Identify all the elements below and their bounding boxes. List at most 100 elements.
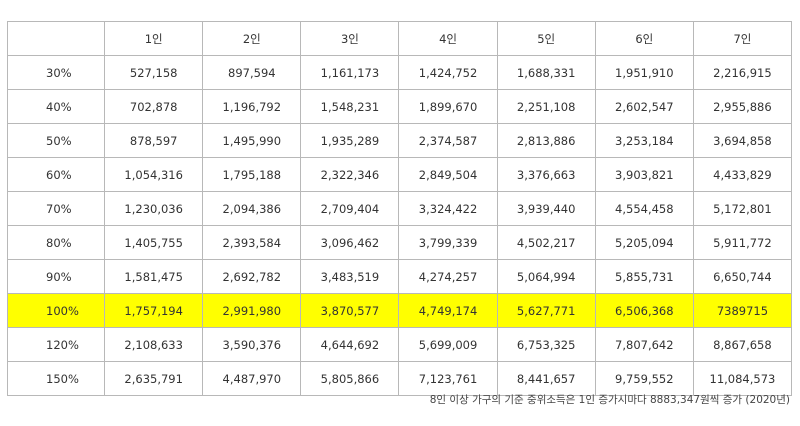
row-label: 70% <box>6 191 106 226</box>
table-cell: 6,650,744 <box>692 259 793 294</box>
table-cell: 3,694,858 <box>692 123 793 158</box>
table-cell: 2,094,386 <box>202 191 302 226</box>
table-cell: 1,951,910 <box>594 55 694 90</box>
table-cell: 4,749,174 <box>398 293 498 328</box>
table-cell: 3,483,519 <box>300 259 400 294</box>
table-cell: 6,506,368 <box>594 293 694 328</box>
table-row: 70% 1,230,036 2,094,386 2,709,404 3,324,422 3… <box>6 191 793 226</box>
table-cell: 2,108,633 <box>104 327 204 362</box>
table-cell: 4,274,257 <box>398 259 498 294</box>
column-header: 1인 <box>104 21 204 56</box>
header-row: 1인 2인 3인 4인 5인 6인 7인 <box>6 21 793 56</box>
table-cell: 8,867,658 <box>692 327 793 362</box>
table-cell: 527,158 <box>104 55 204 90</box>
table-cell: 4,502,217 <box>496 225 596 260</box>
column-header: 6인 <box>594 21 694 56</box>
corner-cell <box>6 21 106 56</box>
column-header: 3인 <box>300 21 400 56</box>
table-cell: 1,795,188 <box>202 157 302 192</box>
table-cell: 2,692,782 <box>202 259 302 294</box>
table-cell: 3,590,376 <box>202 327 302 362</box>
table-cell: 2,393,584 <box>202 225 302 260</box>
row-label: 80% <box>6 225 106 260</box>
table-cell: 702,878 <box>104 89 204 124</box>
table-cell: 7,123,761 <box>398 361 498 396</box>
column-header: 7인 <box>692 21 793 56</box>
table-cell: 5,172,801 <box>692 191 793 226</box>
table-cell: 11,084,573 <box>692 361 793 396</box>
table-row: 150% 2,635,791 4,487,970 5,805,866 7,123,761… <box>6 361 793 396</box>
table-cell: 5,205,094 <box>594 225 694 260</box>
row-label: 40% <box>6 89 106 124</box>
row-label: 60% <box>6 157 106 192</box>
table-cell: 5,911,772 <box>692 225 793 260</box>
row-label: 90% <box>6 259 106 294</box>
table-cell: 8,441,657 <box>496 361 596 396</box>
table-cell: 1,196,792 <box>202 89 302 124</box>
column-header: 4인 <box>398 21 498 56</box>
table-cell: 1,581,475 <box>104 259 204 294</box>
table-cell: 1,899,670 <box>398 89 498 124</box>
table-cell: 1,405,755 <box>104 225 204 260</box>
table-row: 80% 1,405,755 2,393,584 3,096,462 3,799,339 4… <box>6 225 793 260</box>
table-cell: 2,955,886 <box>692 89 793 124</box>
table-cell: 1,935,289 <box>300 123 400 158</box>
table-cell: 1,495,990 <box>202 123 302 158</box>
table-cell: 2,602,547 <box>594 89 694 124</box>
table-cell: 5,699,009 <box>398 327 498 362</box>
table-row: 120% 2,108,633 3,590,376 4,644,692 5,699,009… <box>6 327 793 362</box>
table-cell: 4,554,458 <box>594 191 694 226</box>
column-header: 5인 <box>496 21 596 56</box>
table-cell: 1,161,173 <box>300 55 400 90</box>
table-cell: 3,096,462 <box>300 225 400 260</box>
table-cell: 3,253,184 <box>594 123 694 158</box>
table-cell: 2,216,915 <box>692 55 793 90</box>
table-cell: 4,487,970 <box>202 361 302 396</box>
column-header: 2인 <box>202 21 302 56</box>
table-row: 50% 878,597 1,495,990 1,935,289 2,374,587 2,8… <box>6 123 793 158</box>
table-cell: 2,322,346 <box>300 157 400 192</box>
row-label: 100% <box>6 293 106 328</box>
row-label: 120% <box>6 327 106 362</box>
table-cell: 9,759,552 <box>594 361 694 396</box>
table-cell: 1,424,752 <box>398 55 498 90</box>
table-cell: 7,807,642 <box>594 327 694 362</box>
table-cell: 3,870,577 <box>300 293 400 328</box>
table-cell: 3,324,422 <box>398 191 498 226</box>
table-cell: 5,805,866 <box>300 361 400 396</box>
table-cell: 1,688,331 <box>496 55 596 90</box>
table-cell: 3,903,821 <box>594 157 694 192</box>
table-cell: 4,433,829 <box>692 157 793 192</box>
table-cell: 2,709,404 <box>300 191 400 226</box>
table-cell: 878,597 <box>104 123 204 158</box>
footnote: 8인 이상 가구의 기준 중위소득은 1인 증가시마다 8883,347원씩 증… <box>429 394 790 406</box>
table-cell: 2,991,980 <box>202 293 302 328</box>
table-cell: 1,548,231 <box>300 89 400 124</box>
table-cell: 5,064,994 <box>496 259 596 294</box>
table-cell: 7389715 <box>692 293 793 328</box>
table-cell: 2,251,108 <box>496 89 596 124</box>
table-cell: 2,849,504 <box>398 157 498 192</box>
table-cell: 3,939,440 <box>496 191 596 226</box>
table-cell: 5,855,731 <box>594 259 694 294</box>
table-cell: 5,627,771 <box>496 293 596 328</box>
table-cell: 3,376,663 <box>496 157 596 192</box>
table-cell: 2,813,886 <box>496 123 596 158</box>
table-cell: 2,374,587 <box>398 123 498 158</box>
row-label: 50% <box>6 123 106 158</box>
table-cell: 897,594 <box>202 55 302 90</box>
table-row: 90% 1,581,475 2,692,782 3,483,519 4,274,257 5… <box>6 259 793 294</box>
table-row: 60% 1,054,316 1,795,188 2,322,346 2,849,504 3… <box>6 157 793 192</box>
table-cell: 1,230,036 <box>104 191 204 226</box>
row-label: 30% <box>6 55 106 90</box>
table-cell: 4,644,692 <box>300 327 400 362</box>
income-table: 1인 2인 3인 4인 5인 6인 7인 30% 527,158 897,594 1,… <box>6 21 793 396</box>
table-row: 100% 1,757,194 2,991,980 3,870,577 4,749,174… <box>6 293 793 328</box>
table-row: 40% 702,878 1,196,792 1,548,231 1,899,670 2,2… <box>6 89 793 124</box>
table-cell: 1,054,316 <box>104 157 204 192</box>
table-cell: 2,635,791 <box>104 361 204 396</box>
table-row: 30% 527,158 897,594 1,161,173 1,424,752 1,688… <box>6 55 793 90</box>
table-cell: 6,753,325 <box>496 327 596 362</box>
table-cell: 1,757,194 <box>104 293 204 328</box>
table-cell: 3,799,339 <box>398 225 498 260</box>
